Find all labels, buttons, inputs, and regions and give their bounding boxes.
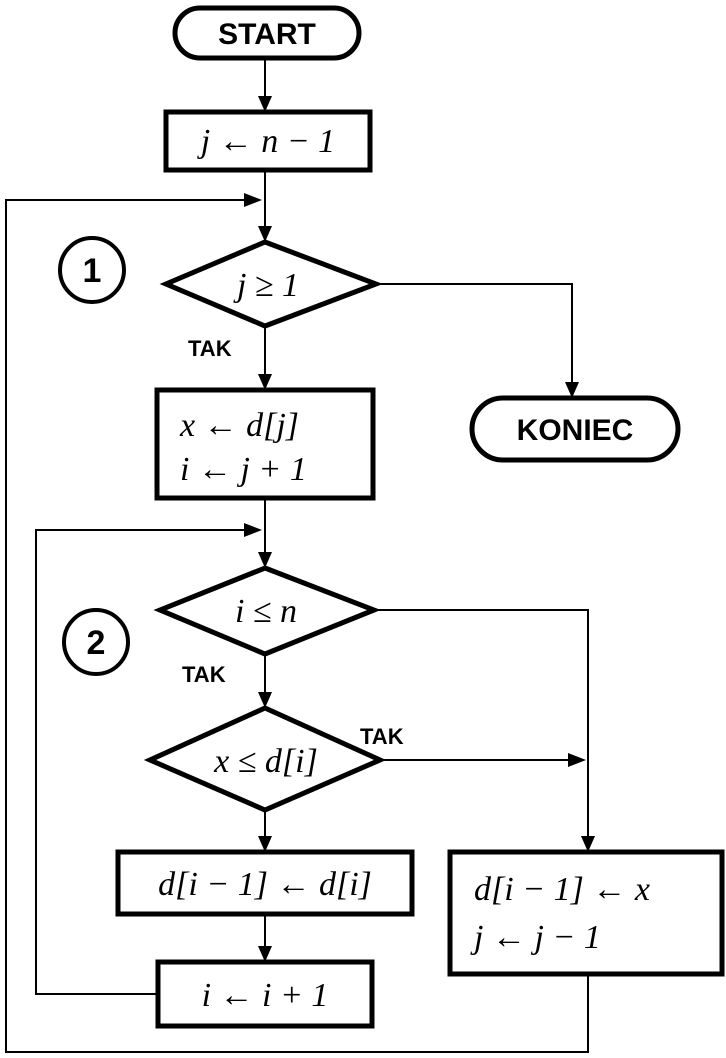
start-terminal: START: [175, 8, 359, 58]
shift-process: d[i − 1] ← d[i]: [118, 852, 412, 914]
outer-decision: j ≥ 1: [166, 242, 376, 326]
loop-marker-2: 2: [64, 610, 128, 674]
increment-label: i ← i + 1: [202, 977, 329, 1014]
load-line-2: i ← j + 1: [180, 451, 307, 488]
init-label: j ← n − 1: [197, 123, 335, 160]
loop-marker-2-label: 2: [87, 624, 106, 662]
init-process: j ← n − 1: [166, 112, 370, 170]
arrowhead-inner-loop-back: [244, 523, 262, 537]
arrowhead-compare-yes: [568, 753, 586, 767]
arrowhead-outer-loop-back: [244, 193, 262, 207]
outer-yes-label: TAK: [188, 336, 232, 361]
connector-outer-to-end: [376, 284, 572, 388]
start-label: START: [218, 18, 316, 51]
loop-marker-1-label: 1: [83, 252, 102, 290]
compare-yes-label: TAK: [360, 724, 404, 749]
outer-decision-label: j ≥ 1: [233, 267, 299, 304]
insert-process: d[i − 1] ← x j ← j − 1: [450, 852, 722, 974]
inner-decision-label: i ≤ n: [235, 593, 297, 630]
end-label: KONIEC: [517, 414, 634, 447]
compare-decision: x ≤ d[i]: [150, 708, 380, 810]
inner-yes-label: TAK: [182, 662, 226, 687]
connector-inner-to-insert: [374, 610, 588, 840]
insert-line-2: j ← j − 1: [470, 919, 601, 956]
load-process: x ← d[j] i ← j + 1: [157, 390, 373, 498]
increment-process: i ← i + 1: [158, 962, 372, 1026]
inner-decision: i ≤ n: [160, 568, 374, 654]
loop-marker-1: 1: [60, 238, 124, 302]
end-terminal: KONIEC: [472, 398, 678, 460]
insert-line-1: d[i − 1] ← x: [474, 871, 650, 908]
shift-label: d[i − 1] ← d[i]: [158, 866, 372, 903]
load-line-1: x ← d[j]: [179, 407, 299, 444]
compare-decision-label: x ≤ d[i]: [213, 743, 318, 780]
